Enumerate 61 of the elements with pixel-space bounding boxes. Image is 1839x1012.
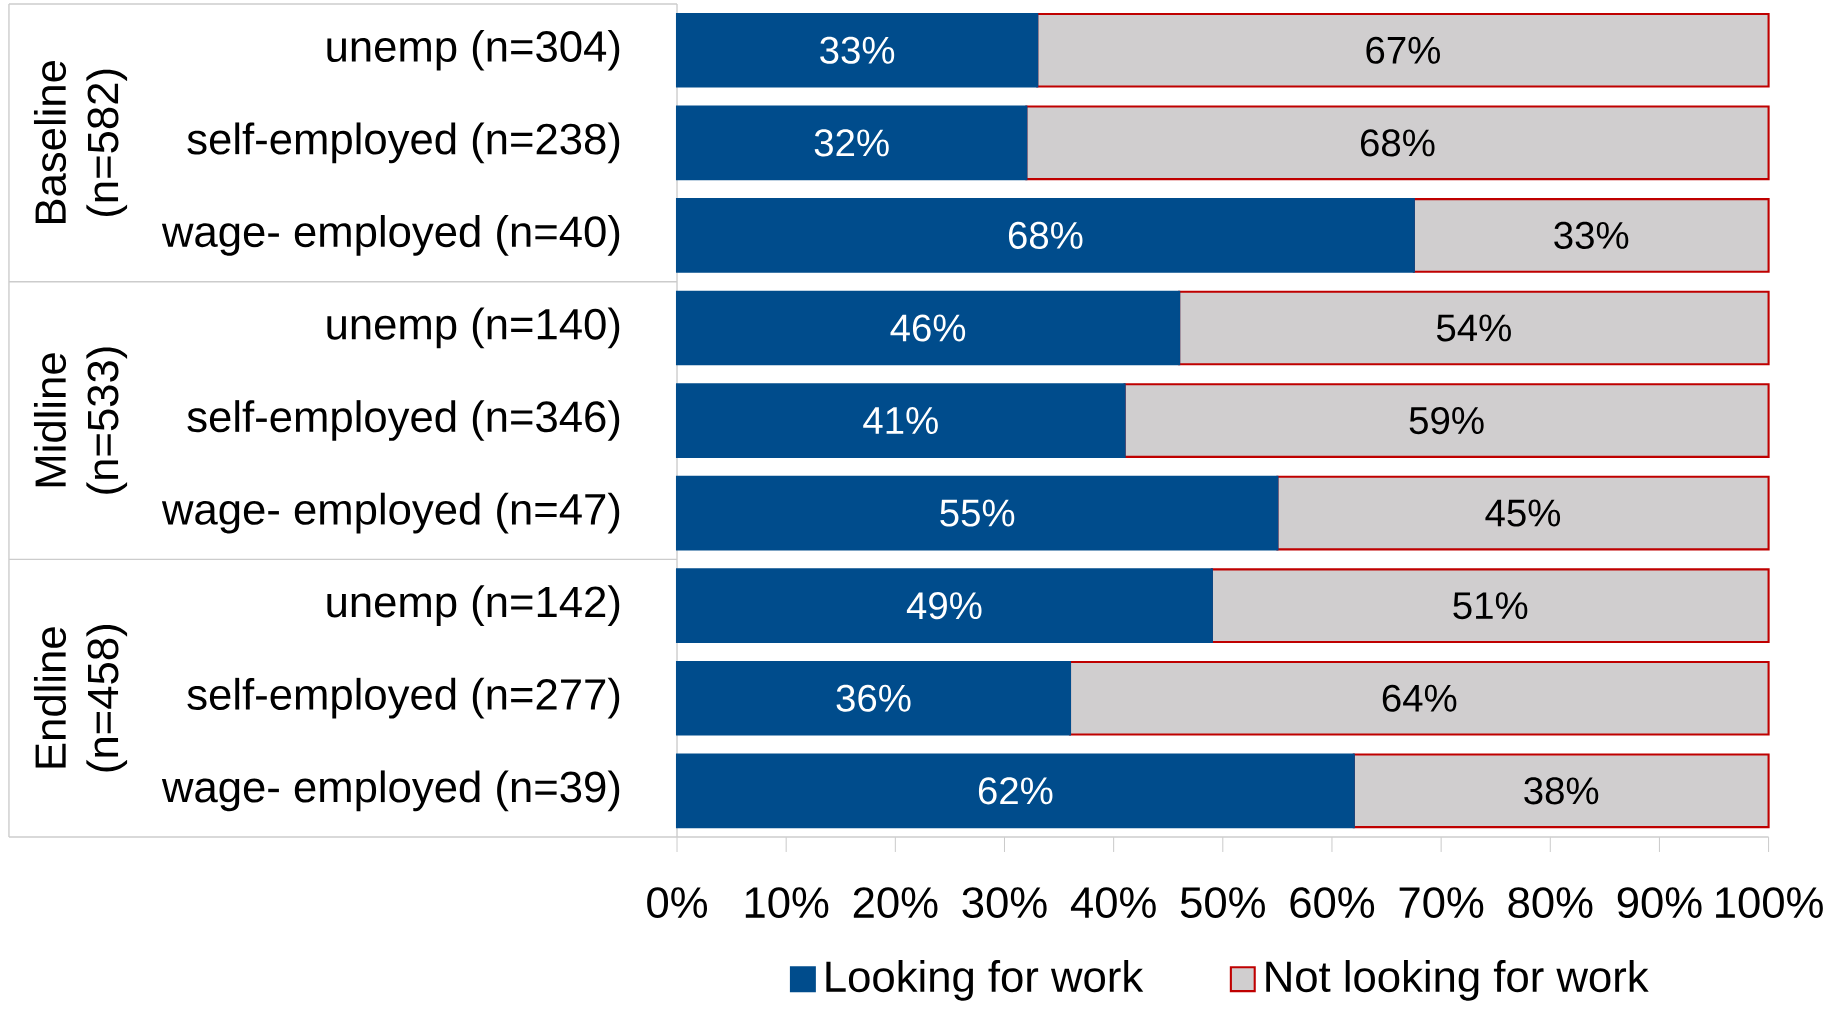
x-tick-label: 60%: [1290, 887, 1375, 918]
x-tick-label: 30%: [962, 887, 1047, 918]
y-tick-label: self-employed (n=346): [187, 400, 620, 441]
bar: [1352, 753, 1770, 829]
y-tick-label: self-employed (n=238): [187, 122, 620, 164]
x-tick-label: 80%: [1508, 887, 1593, 918]
legend-label: Looking for work: [826, 959, 1144, 1001]
data-label: 64%: [1382, 684, 1457, 712]
x-tick-label: 20%: [853, 887, 938, 918]
x-tick-label: 100%: [1716, 887, 1823, 918]
y-tick-label: self-employed (n=277): [187, 677, 620, 719]
x-tick-label: 70%: [1399, 887, 1484, 918]
data-label: 46%: [890, 314, 966, 342]
y-tick-label: wage- employed (n=39): [161, 770, 620, 812]
bar: [675, 12, 1039, 88]
data-label: 62%: [978, 777, 1053, 805]
bar: [1210, 568, 1770, 643]
data-label: 41%: [863, 407, 938, 434]
x-tick-label: 40%: [1070, 887, 1156, 918]
bar: [675, 290, 1181, 366]
bar: [675, 753, 1355, 829]
data-label: 67%: [1366, 36, 1440, 64]
text: Midline (n=533): [33, 347, 128, 494]
data-label: 33%: [1554, 221, 1629, 249]
text: Baseline (n=582): [33, 60, 128, 223]
bar: [1178, 290, 1770, 366]
bar: [1025, 105, 1770, 181]
y-tick-label: unemp (n=142): [327, 585, 620, 626]
data-label: 54%: [1436, 314, 1511, 342]
bar: [1036, 12, 1770, 88]
bar: [1068, 660, 1770, 736]
bar: [1412, 197, 1770, 273]
bar: [675, 568, 1213, 643]
y-tick-label: wage- employed (n=47): [161, 492, 620, 534]
x-tick-label: 0%: [647, 887, 707, 918]
bar: [675, 660, 1072, 736]
y-tick-label: unemp (n=304): [327, 29, 620, 71]
data-label: 32%: [814, 129, 889, 157]
y-tick-label: unemp (n=140): [327, 307, 620, 349]
data-label: 38%: [1524, 777, 1599, 805]
data-label: 68%: [1008, 221, 1083, 249]
legend-label: Not looking for work: [1266, 959, 1649, 1001]
bar: [675, 383, 1126, 458]
data-label: 36%: [836, 684, 911, 712]
x-tick-label: 10%: [745, 887, 829, 918]
x-tick-label: 90%: [1617, 887, 1702, 918]
bar: [675, 105, 1028, 181]
bar: [675, 475, 1279, 551]
data-label: 49%: [906, 591, 982, 620]
data-label: 51%: [1453, 592, 1528, 620]
data-label: 68%: [1360, 129, 1435, 157]
bar: [1123, 383, 1770, 458]
data-label: 33%: [820, 36, 895, 64]
text: Endline (n=458): [33, 624, 128, 772]
y-tick-label: wage- employed (n=40): [161, 214, 620, 256]
bar: [1276, 475, 1770, 551]
bar: [675, 197, 1415, 273]
data-label: 45%: [1485, 499, 1561, 527]
x-tick-label: 50%: [1180, 887, 1265, 918]
data-label: 55%: [940, 499, 1015, 527]
data-label: 59%: [1409, 406, 1484, 435]
